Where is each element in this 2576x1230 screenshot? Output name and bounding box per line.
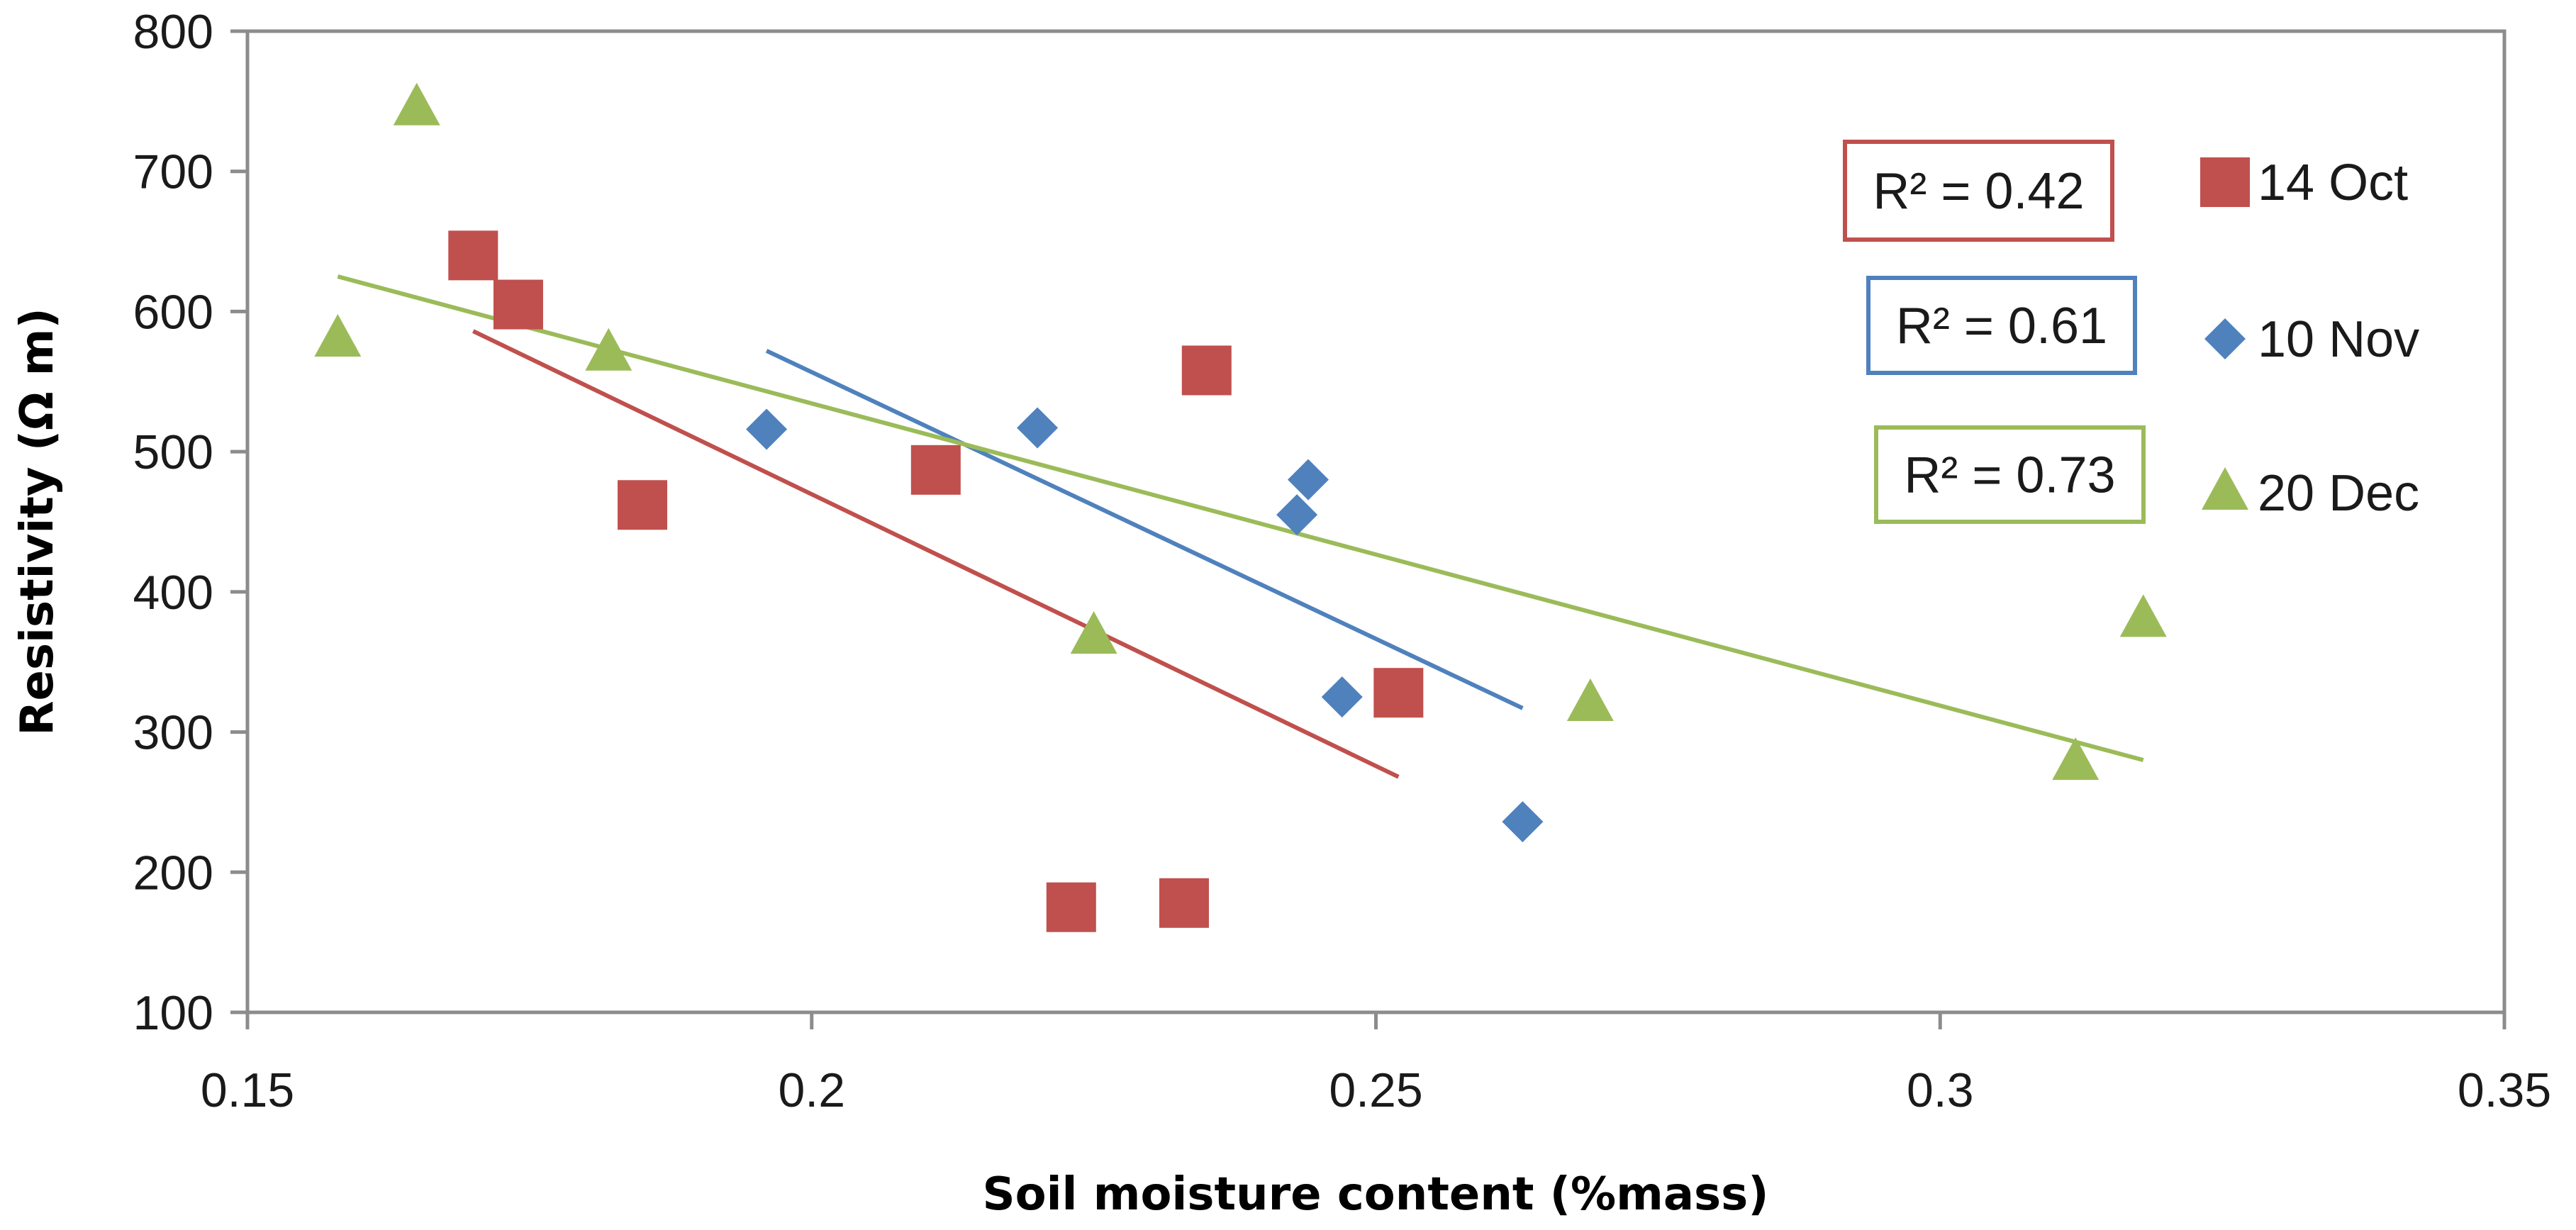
- x-axis-title: Soil moisture content (%mass): [983, 1168, 1769, 1221]
- data-points: [314, 82, 2167, 932]
- data-point-14-oct: [1046, 882, 1096, 932]
- data-point-10-nov: [1276, 494, 1318, 536]
- y-tick-label: 700: [133, 145, 213, 199]
- legend-marker-20-dec: [2202, 467, 2248, 510]
- data-point-10-nov: [746, 408, 788, 450]
- plot-area: [245, 29, 2507, 1014]
- data-point-14-oct: [618, 480, 668, 530]
- y-tick-label: 300: [133, 706, 213, 760]
- data-point-20-dec: [1070, 611, 1117, 654]
- r2-box-20-dec: [1874, 425, 2146, 524]
- trendline-20-dec: [337, 274, 2144, 763]
- x-tick-label: 0.3: [1907, 1063, 1974, 1117]
- y-axis-title: Resistivity (Ω m): [11, 308, 64, 735]
- x-axis: 0.15 0.2 0.25 0.3 0.35: [201, 1012, 2551, 1117]
- r2-box-14-oct: [1843, 140, 2114, 242]
- y-tick-label: 100: [133, 986, 213, 1040]
- data-point-10-nov: [1502, 801, 1544, 843]
- y-tick-label: 200: [133, 846, 213, 900]
- y-tick-label: 600: [133, 285, 213, 339]
- trendline-14-oct: [472, 329, 1400, 779]
- data-point-20-dec: [2052, 737, 2100, 781]
- data-point-10-nov: [1288, 459, 1329, 501]
- trendlines: [337, 274, 2144, 779]
- y-axis: 100 200 300 400 500 600 700 800: [133, 5, 247, 1040]
- r-squared-labels: R² = 0.42 R² = 0.61 R² = 0.73: [1843, 140, 2146, 524]
- data-point-14-oct: [1373, 668, 1424, 718]
- r2-label-20-dec: R² = 0.73: [1904, 447, 2115, 504]
- legend: 14 Oct 10 Nov 20 Dec: [2200, 155, 2419, 522]
- legend-label-20-dec: 20 Dec: [2258, 465, 2419, 522]
- r2-label-10-nov: R² = 0.61: [1896, 298, 2107, 354]
- x-tick-label: 0.15: [201, 1063, 294, 1117]
- data-point-20-dec: [314, 313, 362, 357]
- x-tick-label: 0.25: [1329, 1063, 1422, 1117]
- data-point-10-nov: [1321, 676, 1363, 718]
- data-point-14-oct: [910, 445, 961, 495]
- data-point-14-oct: [448, 230, 498, 281]
- y-tick-label: 400: [133, 566, 213, 620]
- legend-marker-14-oct: [2200, 157, 2250, 207]
- x-tick-label: 0.35: [2458, 1063, 2551, 1117]
- legend-label-10-nov: 10 Nov: [2258, 311, 2419, 368]
- data-point-14-oct: [1181, 345, 1232, 396]
- data-point-20-dec: [2119, 594, 2167, 637]
- r2-box-10-nov: [1866, 276, 2137, 375]
- legend-label-14-oct: 14 Oct: [2258, 155, 2408, 211]
- y-tick-label: 800: [133, 5, 213, 59]
- data-point-20-dec: [585, 328, 632, 371]
- legend-marker-10-nov: [2204, 318, 2246, 359]
- data-point-20-dec: [1566, 678, 1614, 722]
- x-tick-label: 0.2: [778, 1063, 845, 1117]
- trendline-10-nov: [765, 349, 1524, 710]
- data-point-10-nov: [1017, 407, 1059, 449]
- data-point-14-oct: [493, 279, 543, 330]
- r2-label-14-oct: R² = 0.42: [1873, 163, 2084, 220]
- data-point-20-dec: [393, 82, 440, 125]
- data-point-14-oct: [1159, 878, 1209, 928]
- y-tick-label: 500: [133, 425, 213, 479]
